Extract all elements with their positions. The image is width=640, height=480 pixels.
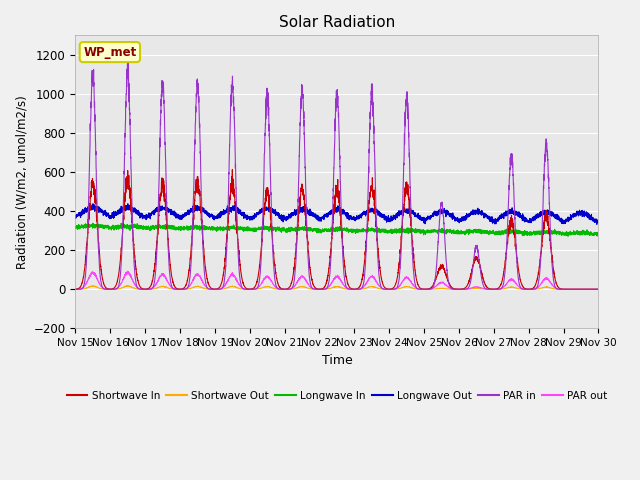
- Y-axis label: Radiation (W/m2, umol/m2/s): Radiation (W/m2, umol/m2/s): [15, 95, 28, 269]
- Text: WP_met: WP_met: [83, 46, 136, 59]
- Legend: Shortwave In, Shortwave Out, Longwave In, Longwave Out, PAR in, PAR out: Shortwave In, Shortwave Out, Longwave In…: [62, 387, 611, 405]
- Title: Solar Radiation: Solar Radiation: [279, 15, 395, 30]
- X-axis label: Time: Time: [321, 354, 352, 367]
